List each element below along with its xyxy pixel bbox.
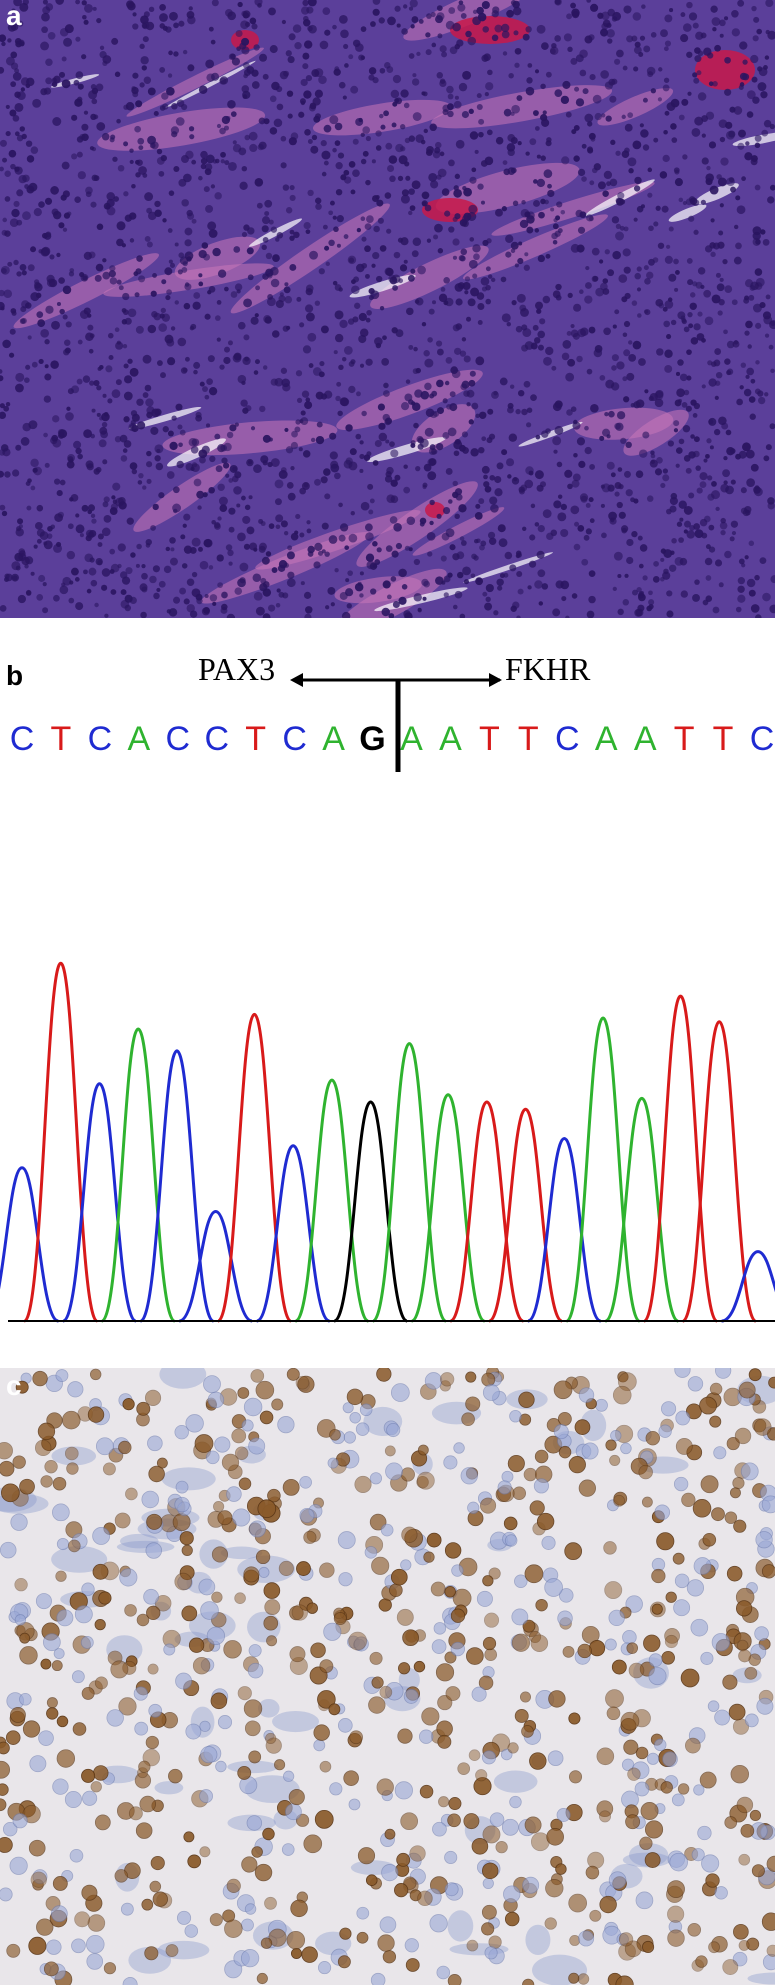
- chromatogram-peak: [294, 1078, 370, 1323]
- sequence-base: A: [400, 720, 423, 758]
- sequence-base: G: [359, 720, 385, 758]
- sequence-base: C: [750, 720, 775, 758]
- chromatogram-traces: [0, 961, 775, 1323]
- chromatogram-peak: [332, 1100, 409, 1323]
- sequence-base: T: [245, 720, 266, 758]
- sequence-base: A: [634, 720, 657, 758]
- panel-a-histology: a: [0, 0, 775, 618]
- sequence-base: C: [88, 720, 113, 758]
- he-stain-image: [0, 0, 775, 618]
- chromatogram-peak: [527, 1136, 602, 1323]
- chromatogram-peak: [681, 1020, 758, 1323]
- arrow-left-icon: [290, 673, 303, 687]
- sequence-base: A: [439, 720, 462, 758]
- chromatogram-peak: [642, 994, 719, 1323]
- sequence-base: C: [204, 720, 229, 758]
- panel-letter-b: b: [6, 660, 24, 691]
- arrow-right-icon: [489, 673, 502, 687]
- chromatogram-peak: [22, 961, 99, 1323]
- sequence-base: T: [674, 720, 695, 758]
- sequence-base: T: [51, 720, 72, 758]
- sequence-base: A: [322, 720, 345, 758]
- chromatogram-peak: [139, 1049, 215, 1323]
- chromatogram-peak: [178, 1209, 253, 1323]
- sequence-base: C: [282, 720, 307, 758]
- sequence-base: C: [166, 720, 191, 758]
- chromatogram-peak: [410, 1093, 486, 1323]
- panel-letter-a: a: [6, 0, 22, 31]
- sequence-base: T: [518, 720, 539, 758]
- sequence-base: T: [479, 720, 500, 758]
- chromatogram-peak: [603, 1096, 680, 1323]
- chromatogram-peak: [371, 1042, 448, 1323]
- chromatogram-peak: [448, 1100, 525, 1323]
- sequence-base: A: [595, 720, 618, 758]
- chromatogram-peak: [488, 1107, 563, 1323]
- chromatogram-peak: [61, 1082, 138, 1323]
- sequence-base: C: [10, 720, 35, 758]
- sequence-base: A: [127, 720, 150, 758]
- gene-label-fkhr: FKHR: [505, 651, 591, 687]
- gene-label-pax3: PAX3: [198, 651, 275, 687]
- chromatogram-peak: [100, 1027, 177, 1323]
- sequence-base: T: [713, 720, 734, 758]
- chromatogram-peak: [216, 1012, 293, 1323]
- chromatogram-peak: [721, 1250, 775, 1323]
- chromatogram-peak: [255, 1144, 331, 1323]
- panel-c-ihc: c: [0, 1368, 775, 1985]
- panel-letter-c: c: [6, 1370, 22, 1401]
- chromatogram-peak: [565, 1016, 641, 1323]
- chromatogram-peak: [0, 1166, 60, 1323]
- sequence-base: C: [555, 720, 580, 758]
- ihc-stain-image: [0, 1368, 775, 1985]
